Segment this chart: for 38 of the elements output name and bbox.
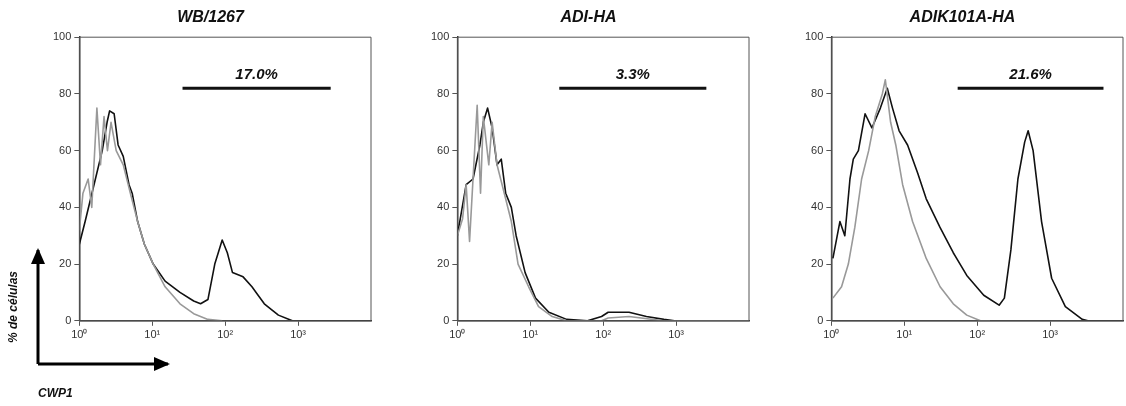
y-tick-label: 60 xyxy=(811,143,824,156)
x-tick-label: 10² xyxy=(969,328,986,341)
x-axis-title: CWP1 xyxy=(38,386,73,400)
y-tick-label: 0 xyxy=(65,313,72,326)
y-tick-label: 20 xyxy=(59,257,72,270)
y-tick-label: 80 xyxy=(437,86,450,99)
x-tick-label: 10⁰ xyxy=(71,328,88,341)
chart-title: ADI-HA xyxy=(559,8,617,26)
chart-title: ADIK101A-HA xyxy=(908,8,1016,26)
y-tick-label: 0 xyxy=(443,313,450,326)
x-tick-label: 10³ xyxy=(668,328,685,341)
x-tick-label: 10⁰ xyxy=(823,328,840,341)
y-tick-label: 40 xyxy=(437,200,450,213)
y-tick-label: 100 xyxy=(430,30,450,43)
annotation: 17.0% xyxy=(235,64,278,82)
x-tick-label: 10² xyxy=(595,328,612,341)
x-tick-label: 10² xyxy=(217,328,234,341)
x-tick-label: 10¹ xyxy=(522,328,539,341)
x-tick-label: 10³ xyxy=(290,328,307,341)
x-tick-label: 10³ xyxy=(1042,328,1059,341)
y-axis-title: % de células xyxy=(6,270,21,344)
annotation: 3.3% xyxy=(615,64,650,82)
y-tick-label: 20 xyxy=(437,257,450,270)
y-tick-label: 100 xyxy=(804,30,824,43)
y-tick-label: 60 xyxy=(437,143,450,156)
x-tick-label: 10¹ xyxy=(144,328,161,341)
y-tick-label: 0 xyxy=(817,313,824,326)
y-tick-label: 40 xyxy=(59,200,72,213)
y-tick-label: 60 xyxy=(59,143,72,156)
y-tick-label: 80 xyxy=(811,86,824,99)
x-tick-label: 10¹ xyxy=(896,328,913,341)
x-tick-label: 10⁰ xyxy=(449,328,466,341)
annotation: 21.6% xyxy=(1008,64,1052,82)
y-tick-label: 40 xyxy=(811,200,824,213)
y-tick-label: 100 xyxy=(52,30,72,43)
y-tick-label: 80 xyxy=(59,86,72,99)
chart-title: WB/1267 xyxy=(177,8,245,26)
y-tick-label: 20 xyxy=(811,257,824,270)
